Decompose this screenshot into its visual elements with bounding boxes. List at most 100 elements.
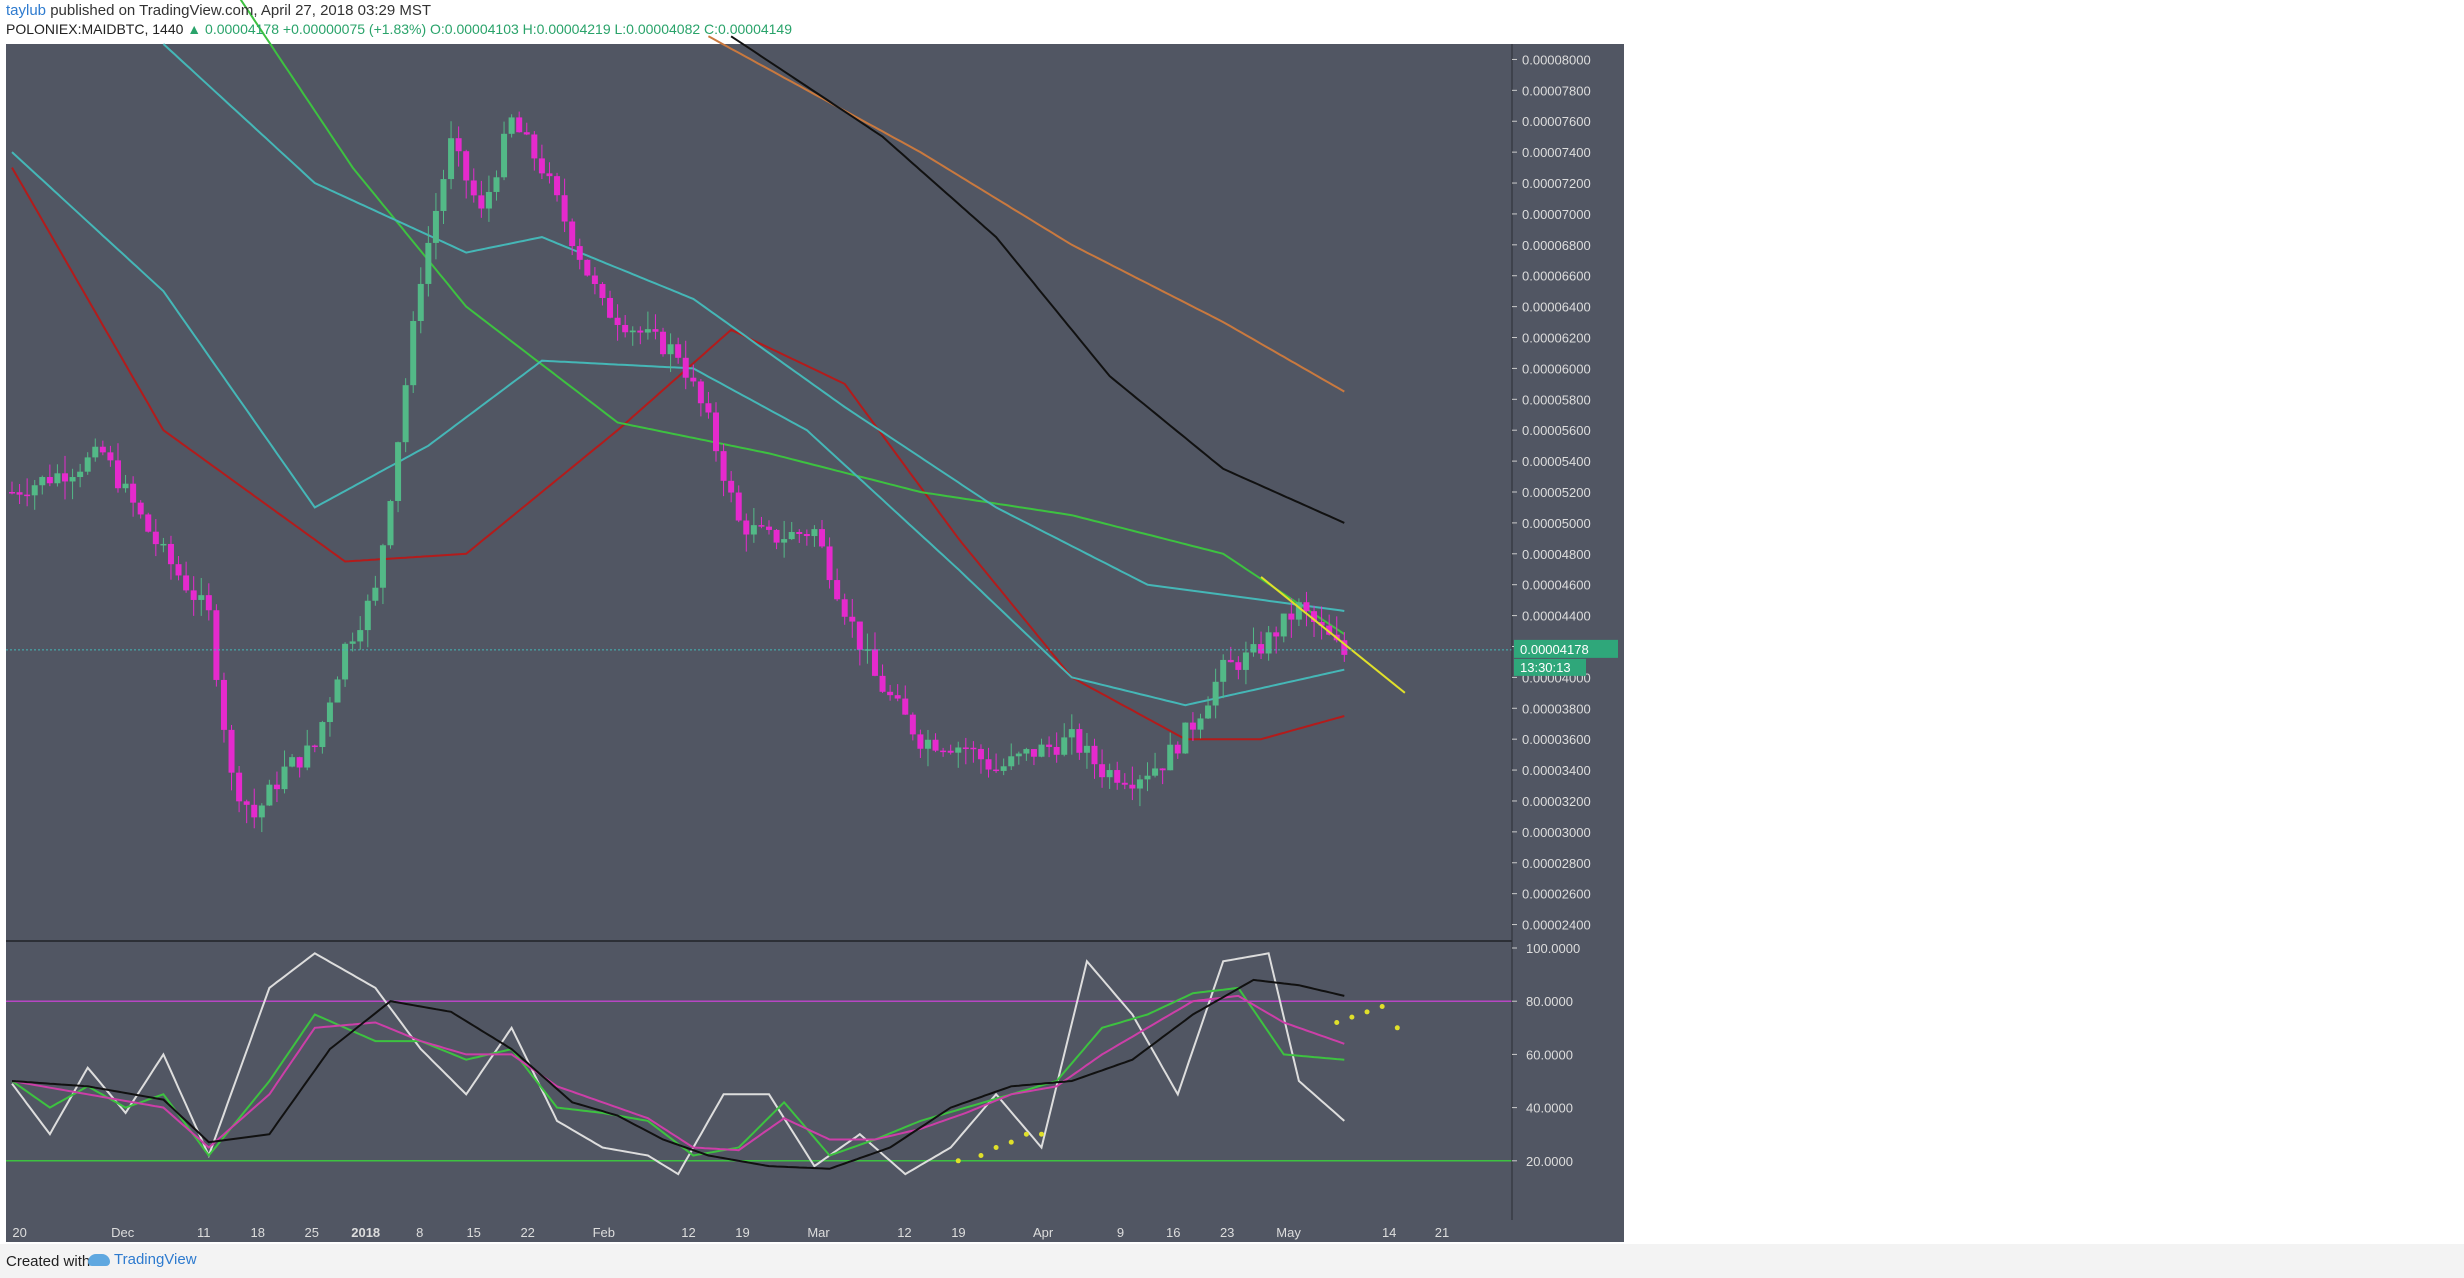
candle-body — [803, 534, 810, 537]
time-tick-label: 25 — [304, 1225, 318, 1240]
candle-body — [228, 729, 235, 773]
candle-body — [932, 739, 939, 751]
price-axis[interactable]: 0.00008000 0.00007800 0.00007600 0.00007400… — [1511, 44, 1624, 1220]
time-tick-label: 11 — [197, 1225, 211, 1240]
price-tick-label: 0.00003000 — [1522, 825, 1591, 840]
candle-body — [924, 739, 931, 749]
candle-body — [84, 457, 91, 472]
candle-body — [1099, 764, 1106, 778]
price-tick-label: 0.00007000 — [1522, 207, 1591, 222]
price-tick-label: 0.00002800 — [1522, 856, 1591, 871]
candle-body — [334, 679, 341, 703]
oscillator-dot — [1349, 1014, 1355, 1020]
candle-body — [46, 477, 53, 484]
candle-body — [440, 179, 447, 211]
candle-body — [1053, 746, 1060, 755]
oscillator-line-4 — [11, 978, 1345, 1170]
candle-body — [39, 477, 46, 486]
last-price-tag — [1514, 639, 1618, 658]
candle-body — [289, 757, 296, 767]
tradingview-logo[interactable]: TradingView — [88, 1251, 197, 1268]
candle-body — [1015, 753, 1022, 757]
candle-body — [1061, 737, 1068, 755]
candle-body — [1136, 779, 1143, 789]
candle-body — [766, 526, 772, 530]
candle-body — [1174, 744, 1181, 754]
candle-body — [448, 138, 455, 180]
candle-body — [213, 610, 220, 680]
moving-average-line-2 — [239, 0, 1345, 635]
author-name[interactable]: taylub — [6, 2, 47, 19]
candle-body — [1167, 744, 1174, 771]
candle-body — [432, 210, 439, 243]
price-tick-label: 0.00007600 — [1522, 114, 1591, 129]
osc-tick-label: 60.0000 — [1526, 1047, 1573, 1062]
price-tick-label: 0.00006400 — [1522, 300, 1591, 315]
candle-body — [236, 772, 243, 802]
price-tick-label: 0.00005600 — [1522, 423, 1591, 438]
candle-body — [758, 525, 765, 527]
candle-body — [826, 546, 833, 581]
candle-body — [871, 649, 878, 676]
candle-body — [993, 769, 1000, 772]
candle-body — [1212, 681, 1219, 706]
candle-body — [190, 590, 197, 600]
candle-body — [508, 117, 515, 134]
oscillator-panel[interactable] — [6, 940, 1624, 1220]
tradingview-brand[interactable]: TradingView — [114, 1251, 197, 1268]
price-tick-label: 0.00006600 — [1522, 269, 1591, 284]
candle-body — [970, 747, 977, 750]
candle-body — [357, 630, 364, 642]
candle-body — [1076, 729, 1083, 753]
candle-body — [667, 344, 674, 355]
time-tick-label: 20 — [12, 1225, 26, 1240]
oscillator-panel-bg — [6, 942, 1512, 1220]
price-tick-label: 0.00006200 — [1522, 331, 1591, 346]
candle-body — [879, 675, 886, 692]
osc-tick-label: 20.0000 — [1526, 1154, 1573, 1169]
candle-body — [167, 543, 174, 565]
time-tick-label: 8 — [416, 1225, 423, 1240]
candle-body — [735, 492, 742, 521]
candle-body — [599, 284, 606, 298]
time-tick-label: Feb — [593, 1225, 615, 1240]
candle-body — [781, 539, 788, 543]
candle-body — [1083, 745, 1090, 753]
candle-body — [364, 600, 371, 631]
price-tick-label: 0.00003400 — [1522, 763, 1591, 778]
last-price-label: 0.00004178 — [1520, 642, 1589, 657]
time-tick-label: Dec — [111, 1225, 135, 1240]
candle-body — [311, 745, 318, 748]
price-tick-label: 0.00007200 — [1522, 176, 1591, 191]
ohlc-values: O:0.00004103 H:0.00004219 L:0.00004082 C… — [430, 21, 792, 37]
candle-body — [493, 177, 500, 192]
candle-body — [395, 442, 402, 502]
candle-body — [69, 477, 76, 482]
candle-body — [372, 587, 379, 601]
candle-body — [531, 134, 538, 159]
candle-body — [1182, 722, 1189, 754]
time-tick-label: 12 — [897, 1225, 911, 1240]
time-tick-label: Mar — [807, 1225, 830, 1240]
candle-body — [516, 117, 523, 133]
candle-body — [145, 514, 152, 532]
candle-body — [538, 158, 545, 174]
candle-body — [629, 330, 636, 333]
time-tick-label: 12 — [681, 1225, 695, 1240]
candle-body — [114, 460, 121, 489]
candle-body — [720, 451, 727, 481]
candle-body — [1273, 632, 1280, 637]
candle-body — [379, 545, 386, 588]
candle-body — [1121, 782, 1128, 785]
time-axis[interactable]: 20 Dec 11 18 25 2018 8 15 22 Feb 12 19 Mar 12 19 Apr 9 16… — [6, 1220, 1624, 1242]
oscillator-dot — [993, 1145, 999, 1150]
price-panel[interactable] — [6, 0, 1512, 940]
candle-body — [675, 344, 682, 358]
countdown-tag — [1514, 658, 1586, 676]
candle-body — [130, 483, 137, 503]
candle-body — [1242, 652, 1249, 670]
price-tick-label: 0.00003800 — [1522, 701, 1591, 716]
price-tick-label: 0.00005800 — [1522, 392, 1591, 407]
candle-body — [962, 747, 969, 750]
